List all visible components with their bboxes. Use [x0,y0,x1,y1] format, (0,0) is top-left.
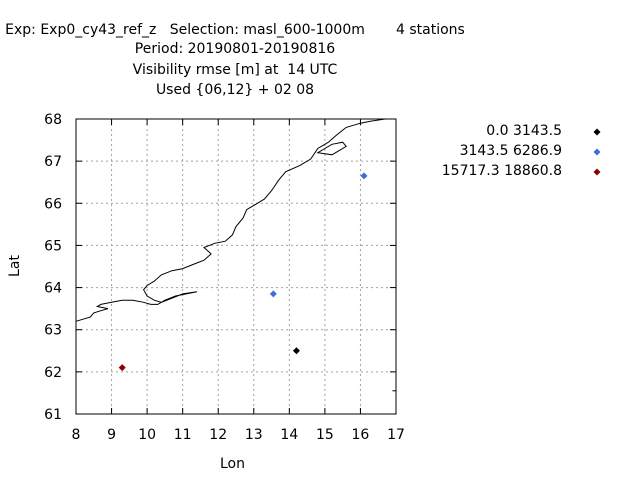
x-tick-label: 12 [209,427,227,443]
legend-label: 15717.3 18860.8 [441,163,562,179]
y-tick-label: 67 [44,154,62,170]
header-title-line-3: Visibility rmse [m] at 14 UTC [132,62,338,78]
y-tick-label: 62 [44,365,62,381]
x-tick-label: 17 [387,427,405,443]
header-title-line-4: Used {06,12} + 02 08 [155,82,315,98]
y-tick-label: 66 [44,196,62,212]
x-tick-label: 11 [174,427,192,443]
coastline [316,141,347,156]
header-title-line-1: Exp: Exp0_cy43_ref_z Selection: masl_600… [5,22,465,38]
y-axis-title: Lat [7,255,23,277]
x-tick-label: 16 [352,427,370,443]
x-tick-label: 15 [316,427,334,443]
data-point [360,172,368,180]
x-tick-label: 13 [245,427,263,443]
data-point [292,347,300,355]
data-point [269,290,277,298]
y-tick-label: 63 [44,323,62,339]
legend-label: 0.0 3143.5 [486,123,562,139]
plot-frame [75,118,397,415]
x-axis-title: Lon [220,456,245,472]
x-tick-label: 9 [107,427,116,443]
coastline [75,118,386,322]
y-tick-label: 64 [44,281,62,297]
x-tick-label: 14 [280,427,298,443]
legend-marker [593,148,601,156]
data-point [118,364,126,372]
y-tick-label: 65 [44,238,62,254]
legend-marker [593,168,601,176]
legend-label: 3143.5 6286.9 [459,143,562,159]
x-tick-label: 10 [138,427,156,443]
x-tick-label: 8 [72,427,81,443]
header-title-line-2: Period: 20190801-20190816 [134,41,336,57]
y-tick-label: 61 [44,407,62,423]
legend-marker [593,128,601,136]
y-tick-label: 68 [44,112,62,128]
